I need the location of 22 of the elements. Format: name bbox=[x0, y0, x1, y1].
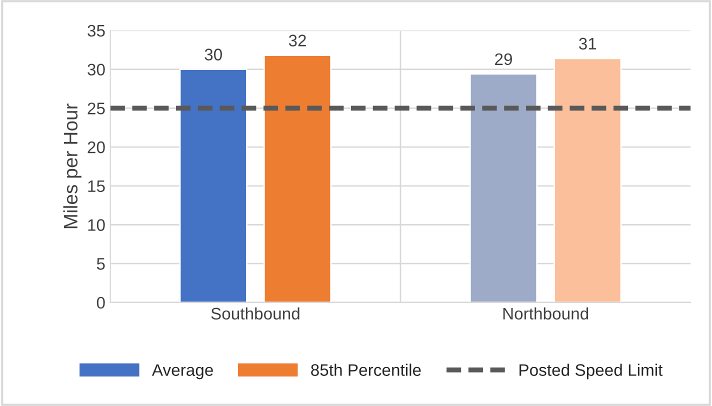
data-label: 29 bbox=[495, 53, 512, 66]
bar bbox=[554, 58, 622, 302]
y-tick-label: 30 bbox=[88, 64, 105, 76]
bar bbox=[469, 73, 538, 302]
y-tick-label: 15 bbox=[88, 180, 105, 192]
legend-label: Posted Speed Limit bbox=[520, 364, 663, 380]
x-tick-label: Northbound bbox=[503, 307, 588, 320]
data-label: 31 bbox=[579, 38, 596, 50]
data-label: 32 bbox=[288, 34, 306, 46]
bar bbox=[179, 68, 248, 302]
x-tick-label: Southbound bbox=[211, 307, 300, 320]
y-tick-label: 25 bbox=[88, 102, 105, 114]
y-tick-label: 5 bbox=[96, 258, 105, 270]
bar bbox=[263, 54, 332, 302]
legend-label: 85th Percentile bbox=[311, 364, 421, 376]
legend-label: Average bbox=[152, 364, 213, 380]
y-tick-label: 10 bbox=[88, 219, 105, 231]
y-axis-title: Miles per Hour bbox=[63, 104, 82, 228]
y-tick-label: 35 bbox=[88, 24, 105, 37]
data-label: 30 bbox=[204, 48, 222, 60]
y-tick-label: 0 bbox=[96, 296, 105, 309]
y-tick-label: 20 bbox=[88, 141, 105, 154]
